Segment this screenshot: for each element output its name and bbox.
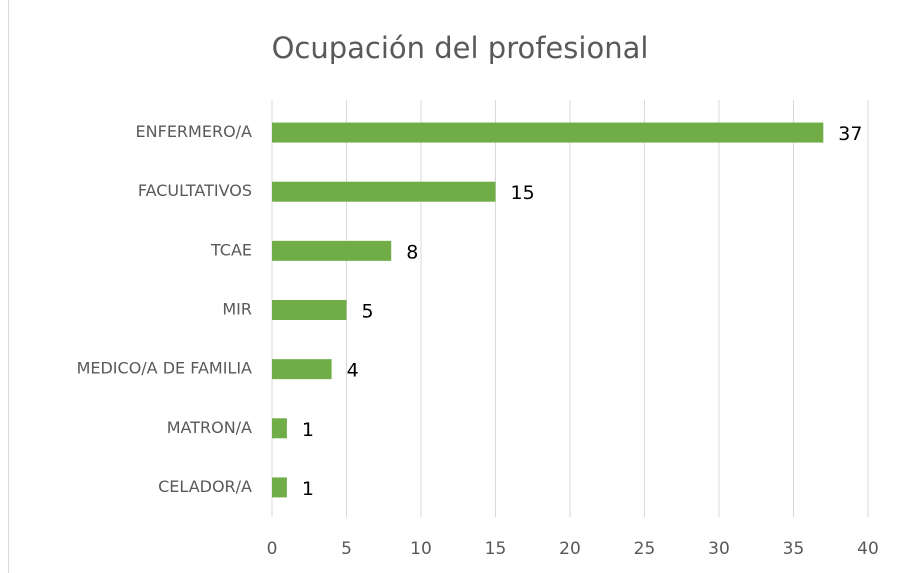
y-tick-label: CELADOR/A bbox=[158, 477, 252, 496]
x-tick-label: 35 bbox=[783, 539, 805, 559]
bar bbox=[272, 181, 496, 202]
x-tick-label: 10 bbox=[410, 539, 432, 559]
y-tick-label: FACULTATIVOS bbox=[138, 181, 252, 200]
y-tick-label: MEDICO/A DE FAMILIA bbox=[77, 359, 252, 378]
bar bbox=[272, 477, 287, 498]
data-label: 8 bbox=[406, 241, 418, 263]
chart-border bbox=[8, 0, 9, 573]
x-tick-label: 20 bbox=[559, 539, 581, 559]
y-tick-label: MIR bbox=[222, 300, 252, 319]
data-label: 1 bbox=[302, 419, 314, 441]
x-tick-label: 0 bbox=[267, 539, 278, 559]
x-tick-label: 40 bbox=[857, 539, 879, 559]
bar bbox=[272, 359, 332, 380]
bar bbox=[272, 300, 347, 320]
x-tick-label: 30 bbox=[708, 539, 730, 559]
x-tick-label: 15 bbox=[485, 539, 507, 559]
data-label: 5 bbox=[362, 301, 374, 323]
data-label: 15 bbox=[511, 182, 535, 204]
y-tick-label: TCAE bbox=[210, 240, 252, 259]
chart-title: Ocupación del profesional bbox=[272, 31, 649, 65]
y-tick-label: MATRON/A bbox=[167, 418, 252, 437]
x-tick-label: 25 bbox=[634, 539, 656, 559]
data-label: 37 bbox=[838, 123, 862, 145]
data-label: 1 bbox=[302, 478, 314, 500]
bar bbox=[272, 418, 287, 439]
y-tick-label: ENFERMERO/A bbox=[136, 122, 253, 141]
bar bbox=[272, 122, 824, 143]
x-tick-label: 5 bbox=[341, 539, 352, 559]
data-label: 4 bbox=[347, 360, 359, 382]
bar bbox=[272, 240, 392, 261]
